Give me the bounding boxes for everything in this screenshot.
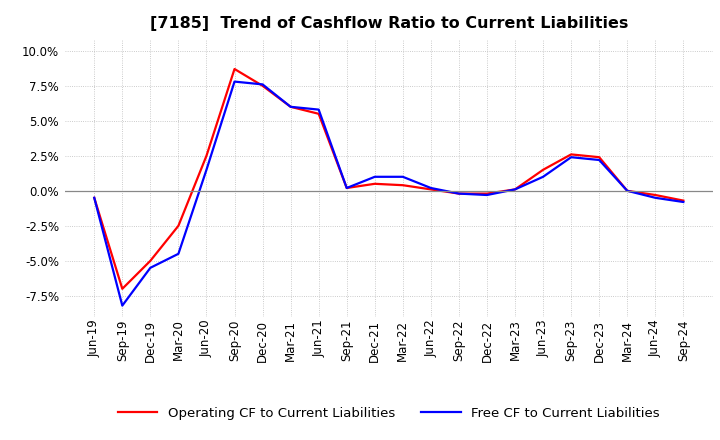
Operating CF to Current Liabilities bbox=[315, 111, 323, 117]
Operating CF to Current Liabilities bbox=[539, 167, 547, 172]
Operating CF to Current Liabilities bbox=[174, 223, 183, 228]
Free CF to Current Liabilities bbox=[343, 185, 351, 191]
Free CF to Current Liabilities bbox=[230, 79, 239, 84]
Operating CF to Current Liabilities bbox=[398, 183, 407, 188]
Operating CF to Current Liabilities bbox=[371, 181, 379, 187]
Free CF to Current Liabilities bbox=[679, 199, 688, 205]
Free CF to Current Liabilities bbox=[315, 107, 323, 112]
Legend: Operating CF to Current Liabilities, Free CF to Current Liabilities: Operating CF to Current Liabilities, Fre… bbox=[117, 407, 660, 420]
Line: Free CF to Current Liabilities: Free CF to Current Liabilities bbox=[94, 81, 683, 306]
Free CF to Current Liabilities bbox=[174, 251, 183, 257]
Free CF to Current Liabilities bbox=[258, 82, 267, 87]
Operating CF to Current Liabilities bbox=[595, 154, 603, 160]
Operating CF to Current Liabilities bbox=[454, 191, 463, 196]
Free CF to Current Liabilities bbox=[651, 195, 660, 201]
Operating CF to Current Liabilities bbox=[482, 191, 491, 196]
Free CF to Current Liabilities bbox=[482, 192, 491, 198]
Free CF to Current Liabilities bbox=[426, 185, 435, 191]
Operating CF to Current Liabilities bbox=[426, 187, 435, 192]
Free CF to Current Liabilities bbox=[567, 154, 575, 160]
Free CF to Current Liabilities bbox=[539, 174, 547, 180]
Operating CF to Current Liabilities bbox=[230, 66, 239, 72]
Free CF to Current Liabilities bbox=[146, 265, 155, 271]
Free CF to Current Liabilities bbox=[202, 167, 211, 172]
Free CF to Current Liabilities bbox=[371, 174, 379, 180]
Free CF to Current Liabilities bbox=[287, 104, 295, 110]
Free CF to Current Liabilities bbox=[90, 195, 99, 201]
Operating CF to Current Liabilities bbox=[567, 152, 575, 157]
Free CF to Current Liabilities bbox=[454, 191, 463, 196]
Operating CF to Current Liabilities bbox=[258, 83, 267, 88]
Operating CF to Current Liabilities bbox=[651, 192, 660, 198]
Line: Operating CF to Current Liabilities: Operating CF to Current Liabilities bbox=[94, 69, 683, 289]
Free CF to Current Liabilities bbox=[510, 187, 519, 192]
Operating CF to Current Liabilities bbox=[146, 258, 155, 264]
Operating CF to Current Liabilities bbox=[343, 185, 351, 191]
Free CF to Current Liabilities bbox=[623, 188, 631, 194]
Operating CF to Current Liabilities bbox=[90, 195, 99, 201]
Operating CF to Current Liabilities bbox=[118, 286, 127, 291]
Free CF to Current Liabilities bbox=[118, 303, 127, 308]
Operating CF to Current Liabilities bbox=[202, 153, 211, 158]
Free CF to Current Liabilities bbox=[398, 174, 407, 180]
Free CF to Current Liabilities bbox=[595, 158, 603, 163]
Operating CF to Current Liabilities bbox=[287, 104, 295, 110]
Operating CF to Current Liabilities bbox=[623, 188, 631, 194]
Title: [7185]  Trend of Cashflow Ratio to Current Liabilities: [7185] Trend of Cashflow Ratio to Curren… bbox=[150, 16, 628, 32]
Operating CF to Current Liabilities bbox=[510, 187, 519, 192]
Operating CF to Current Liabilities bbox=[679, 198, 688, 203]
